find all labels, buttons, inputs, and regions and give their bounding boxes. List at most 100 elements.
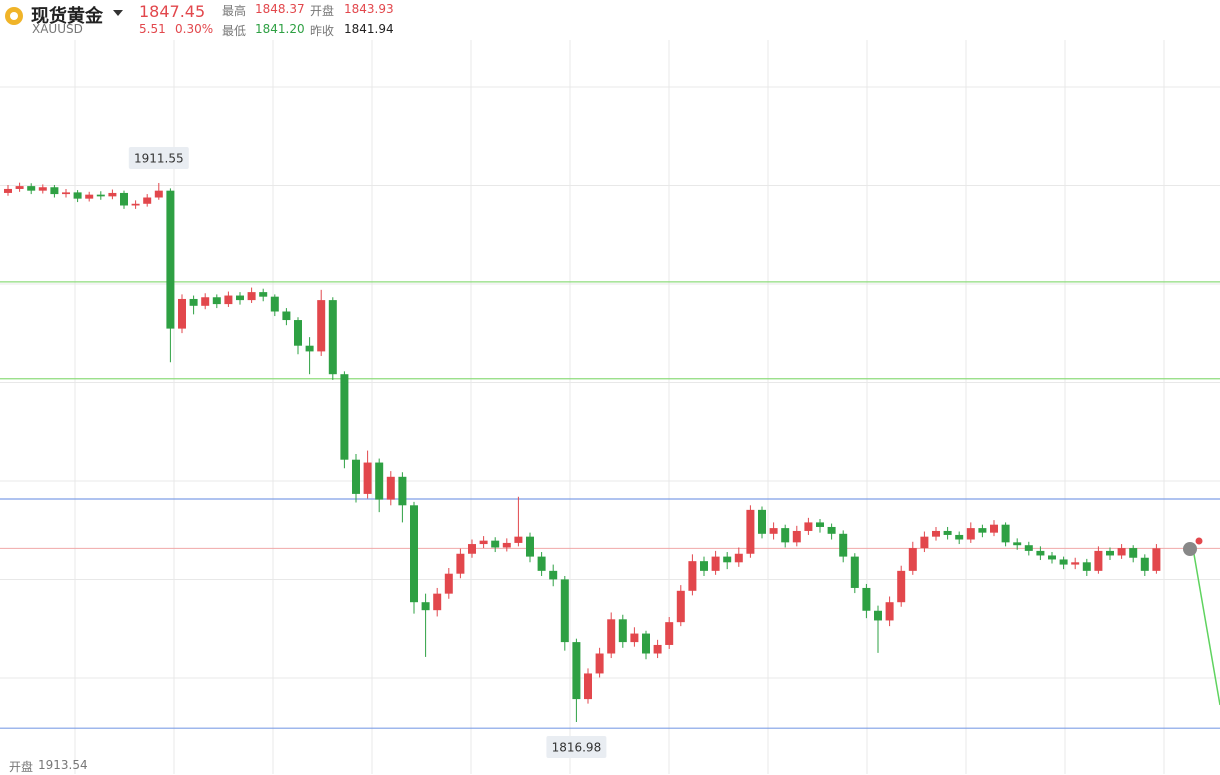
candle-body bbox=[491, 540, 500, 548]
max-label-box bbox=[128, 146, 189, 169]
candle-body bbox=[1059, 559, 1068, 565]
candle-body bbox=[595, 653, 604, 674]
candle-body bbox=[247, 292, 256, 301]
candle-body bbox=[908, 548, 917, 571]
min-label-box bbox=[546, 736, 607, 759]
candle-body bbox=[723, 556, 732, 563]
instrument-name[interactable]: 现货黄金 bbox=[31, 6, 103, 27]
stat-label: 最低 bbox=[222, 24, 247, 38]
candle-body bbox=[1117, 548, 1126, 556]
candle-body bbox=[1048, 555, 1056, 560]
candle-body bbox=[781, 528, 790, 543]
candle-body bbox=[108, 192, 117, 197]
candle-body bbox=[1094, 550, 1103, 571]
candle-body bbox=[4, 188, 12, 193]
stat-label: 最高 bbox=[222, 4, 247, 18]
candle-body bbox=[514, 536, 523, 543]
candle-body bbox=[50, 187, 59, 195]
candle-body bbox=[456, 553, 465, 574]
candle-body bbox=[96, 194, 105, 197]
candle-body bbox=[1001, 524, 1010, 543]
projection-line bbox=[1192, 548, 1220, 706]
candle-body bbox=[131, 203, 140, 206]
candle-body bbox=[607, 619, 616, 654]
candle-body bbox=[642, 633, 650, 654]
candle-body bbox=[189, 298, 198, 306]
candle-body bbox=[1071, 562, 1080, 565]
candle-body bbox=[630, 633, 639, 643]
candle-body bbox=[978, 528, 987, 533]
min-label: 1816.98 bbox=[552, 741, 602, 755]
candle-body bbox=[85, 194, 94, 199]
price: 1847.45 bbox=[139, 2, 206, 21]
candle-body bbox=[966, 528, 975, 540]
change-pct: 0.30% bbox=[175, 22, 214, 36]
candle-body bbox=[212, 297, 221, 305]
candle-body bbox=[282, 311, 291, 321]
candle-body bbox=[897, 570, 906, 603]
candle-body bbox=[352, 459, 360, 494]
stat-value: 1841.20 bbox=[255, 22, 305, 36]
candle-body bbox=[1024, 545, 1033, 551]
candle-body bbox=[816, 522, 824, 527]
candle-body bbox=[653, 644, 662, 654]
candle-body bbox=[444, 573, 453, 594]
candle-body bbox=[804, 522, 813, 531]
change: 5.51 bbox=[139, 22, 166, 36]
candle-body bbox=[676, 590, 685, 623]
dropdown-arrow[interactable] bbox=[112, 8, 124, 18]
candle-body bbox=[468, 544, 476, 554]
candle-body bbox=[1152, 548, 1161, 571]
candle-body bbox=[618, 619, 627, 643]
candle-body bbox=[560, 579, 569, 643]
candle-body bbox=[62, 192, 70, 195]
candle-body bbox=[711, 556, 720, 571]
candle-body bbox=[1082, 562, 1091, 571]
candle-body bbox=[769, 528, 778, 534]
candle-body bbox=[700, 561, 708, 571]
candle-body bbox=[850, 556, 859, 588]
candle-body bbox=[862, 587, 871, 611]
stat-value: 1848.37 bbox=[255, 2, 305, 16]
candle-body bbox=[236, 295, 244, 301]
candle-body bbox=[201, 297, 210, 306]
candle-body bbox=[526, 536, 534, 557]
candle-body bbox=[15, 186, 24, 189]
candle-body bbox=[398, 476, 407, 506]
symbol: XAUUSD bbox=[32, 22, 83, 36]
candle-body bbox=[340, 374, 349, 460]
candle-body bbox=[549, 570, 558, 580]
candle-body bbox=[224, 295, 233, 305]
candle-body bbox=[792, 530, 801, 543]
candle-body bbox=[955, 534, 964, 540]
stat-label: 昨收 bbox=[310, 24, 335, 38]
candle-body bbox=[178, 298, 186, 329]
candle-body bbox=[259, 292, 268, 297]
candle-body bbox=[73, 192, 82, 199]
candle-body bbox=[421, 602, 430, 611]
candle-body bbox=[433, 593, 442, 611]
candle-body bbox=[294, 320, 302, 346]
candle-body bbox=[1140, 557, 1149, 571]
candle-body bbox=[885, 602, 894, 621]
candle-body bbox=[317, 300, 326, 352]
candle-body bbox=[328, 300, 337, 375]
candle-body bbox=[386, 476, 395, 500]
candle-body bbox=[1129, 548, 1138, 558]
candle-body bbox=[166, 190, 175, 329]
candle-body bbox=[839, 533, 848, 557]
footer-label: 开盘 bbox=[9, 760, 34, 774]
candle-body bbox=[920, 536, 929, 549]
candle-body bbox=[943, 530, 952, 535]
footer-value: 1913.54 bbox=[38, 758, 88, 772]
stat-label: 开盘 bbox=[310, 4, 335, 18]
candle-body bbox=[502, 542, 511, 548]
info-icon bbox=[1183, 542, 1197, 556]
candle-body bbox=[874, 610, 882, 621]
alert-dot bbox=[1195, 537, 1203, 545]
candle-body bbox=[38, 187, 47, 191]
candle-body bbox=[758, 509, 766, 534]
candle-body bbox=[120, 192, 128, 206]
